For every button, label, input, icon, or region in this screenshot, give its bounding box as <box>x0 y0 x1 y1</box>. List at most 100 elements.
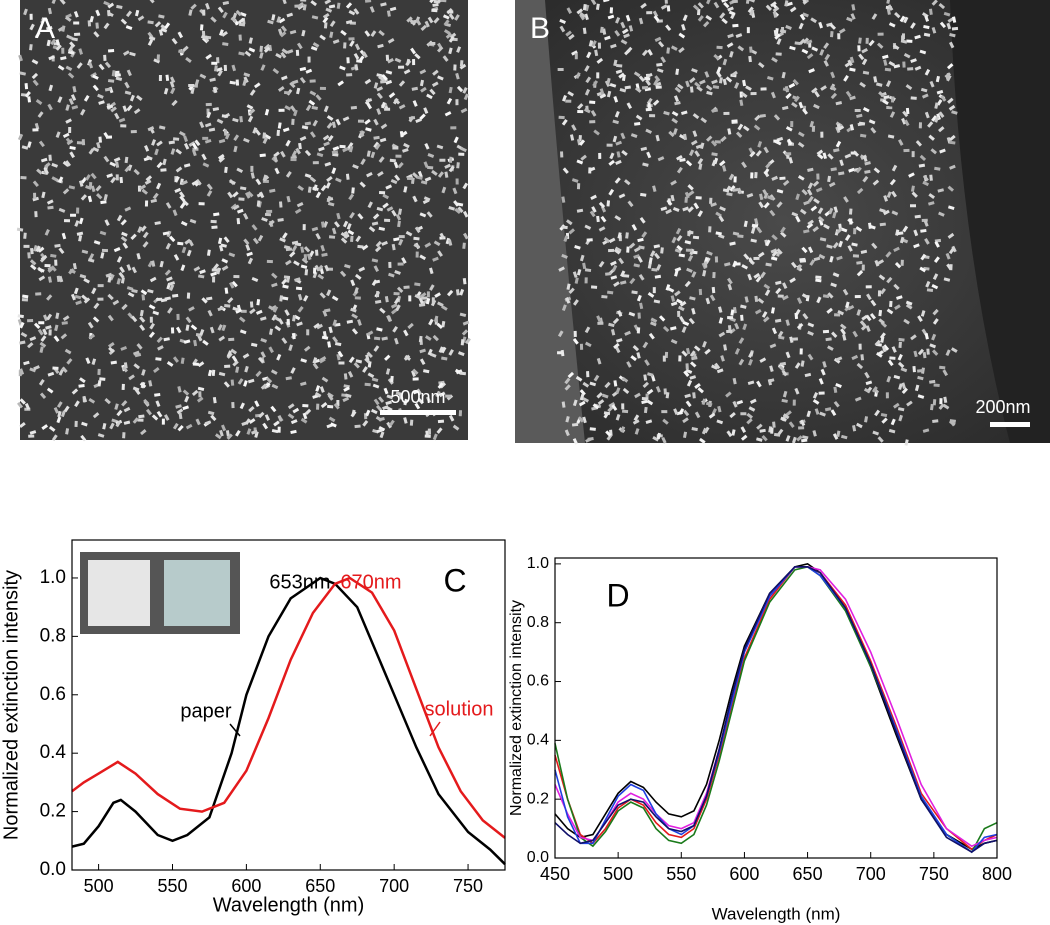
nanorod <box>765 262 772 267</box>
nanorod <box>781 294 789 301</box>
nanorod <box>437 382 444 389</box>
nanorod <box>931 333 937 341</box>
nanorod <box>830 167 837 172</box>
nanorod <box>566 7 573 14</box>
nanorod <box>799 13 806 21</box>
nanorod <box>596 57 604 64</box>
nanorod <box>357 319 362 326</box>
nanorod <box>722 78 727 86</box>
nanorod <box>914 65 922 71</box>
nanorod <box>727 283 733 291</box>
nanorod <box>266 209 273 214</box>
nanorod <box>285 171 292 178</box>
nanorod <box>98 136 102 143</box>
nanorod <box>769 365 774 373</box>
nanorod <box>689 248 695 256</box>
nanorod <box>182 199 189 207</box>
nanorod <box>74 220 80 227</box>
nanorod <box>708 412 716 419</box>
nanorod <box>239 329 247 335</box>
nanorod <box>910 96 917 100</box>
nanorod <box>223 381 230 388</box>
nanorod <box>727 33 734 39</box>
nanorod <box>578 400 586 407</box>
nanorod <box>69 151 75 159</box>
nanorod <box>342 220 349 228</box>
nanorod <box>849 67 856 72</box>
nanorod <box>840 328 846 335</box>
nanorod <box>840 227 848 233</box>
nanorod <box>789 6 797 13</box>
nanorod <box>409 419 414 426</box>
nanorod <box>579 389 586 396</box>
nanorod <box>862 107 870 113</box>
nanorod <box>818 391 825 395</box>
nanorod <box>691 308 696 315</box>
nanorod <box>193 266 201 272</box>
nanorod <box>799 208 807 215</box>
nanorod <box>260 351 266 358</box>
nanorod <box>836 255 843 261</box>
nanorod <box>381 74 388 81</box>
nanorod <box>929 343 937 349</box>
nanorod <box>44 263 51 268</box>
nanorod <box>952 16 957 23</box>
nanorod <box>842 334 847 341</box>
nanorod <box>412 368 419 375</box>
nanorod <box>764 289 771 296</box>
nanorod <box>376 108 382 115</box>
nanorod <box>362 51 368 59</box>
nanorod <box>271 428 279 434</box>
nanorod <box>260 383 268 390</box>
nanorod <box>259 153 266 158</box>
nanorod <box>327 341 332 348</box>
nanorod <box>81 421 88 427</box>
nanorod <box>808 68 815 74</box>
nanorod <box>276 16 282 23</box>
nanorod <box>719 206 726 212</box>
nanorod <box>102 423 107 430</box>
nanorod <box>586 51 592 59</box>
nanorod <box>762 316 770 323</box>
nanorod <box>286 195 291 203</box>
nanorod <box>573 330 577 337</box>
nanorod <box>455 178 459 185</box>
nanorod <box>630 133 638 139</box>
nanorod <box>756 380 762 388</box>
nanorod <box>615 159 622 165</box>
nanorod <box>359 181 366 188</box>
nanorod <box>429 267 434 275</box>
nanorod <box>886 8 891 15</box>
nanorod <box>890 418 896 426</box>
nanorod <box>18 54 23 62</box>
nanorod <box>152 192 159 200</box>
nanorod <box>797 141 805 148</box>
nanorod <box>775 52 782 56</box>
nanorod <box>621 376 629 383</box>
nanorod <box>175 148 182 155</box>
nanorod <box>80 194 88 201</box>
nanorod <box>740 314 744 321</box>
nanorod <box>727 316 734 320</box>
nanorod <box>142 231 149 239</box>
nanorod <box>280 150 286 158</box>
nanorod <box>901 117 907 125</box>
nanorod <box>218 335 226 342</box>
nanorod <box>32 79 39 87</box>
nanorod <box>732 23 739 28</box>
nanorod <box>369 6 375 13</box>
nanorod <box>160 24 168 30</box>
nanorod <box>206 183 213 191</box>
nanorod <box>673 408 679 415</box>
nanorod <box>770 307 775 314</box>
series-line <box>554 566 998 854</box>
nanorod <box>635 114 643 121</box>
nanorod <box>262 137 268 144</box>
nanorod <box>456 202 464 207</box>
nanorod <box>415 18 422 26</box>
nanorod <box>147 31 154 39</box>
nanorod <box>124 90 132 95</box>
nanorod <box>593 374 600 382</box>
nanorod <box>207 309 213 317</box>
nanorod <box>242 353 250 359</box>
